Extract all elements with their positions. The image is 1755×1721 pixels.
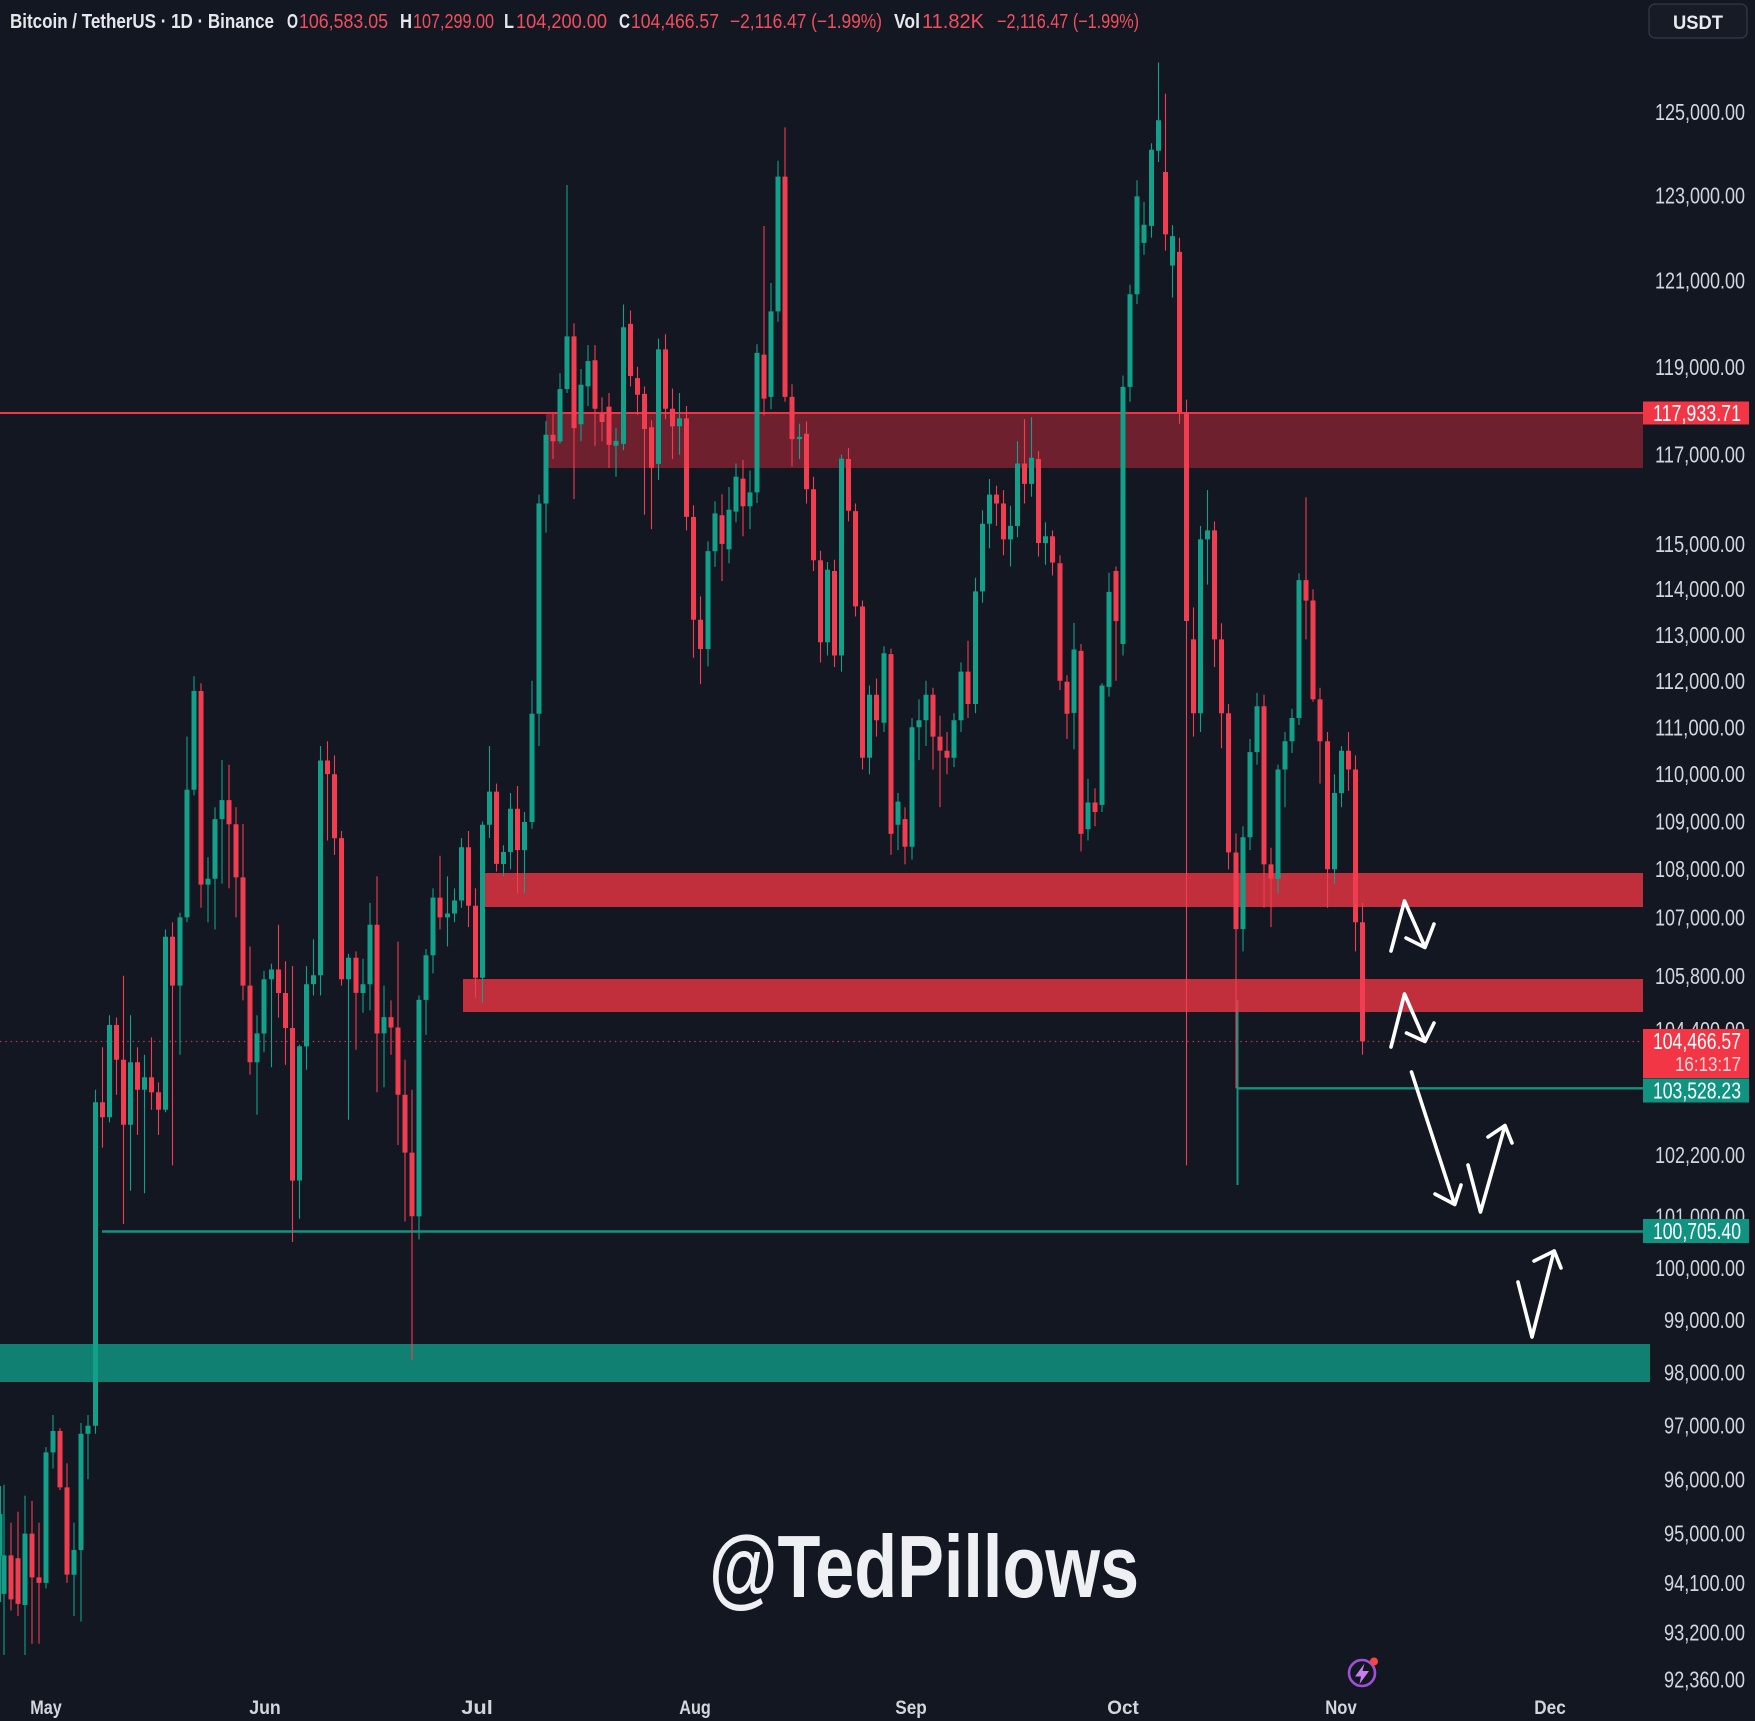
svg-text:125,000.00: 125,000.00 xyxy=(1655,99,1745,125)
svg-text:Bitcoin / TetherUS · 1D · Bina: Bitcoin / TetherUS · 1D · Binance xyxy=(10,11,274,33)
svg-text:92,360.00: 92,360.00 xyxy=(1664,1667,1745,1693)
svg-text:102,200.00: 102,200.00 xyxy=(1655,1142,1745,1168)
svg-text:Nov: Nov xyxy=(1325,1698,1357,1719)
svg-text:L: L xyxy=(504,11,514,33)
svg-text:111,000.00: 111,000.00 xyxy=(1655,714,1745,740)
svg-text:97,000.00: 97,000.00 xyxy=(1664,1413,1745,1439)
svg-text:USDT: USDT xyxy=(1673,13,1723,34)
svg-text:123,000.00: 123,000.00 xyxy=(1655,183,1745,209)
svg-text:94,100.00: 94,100.00 xyxy=(1664,1570,1745,1596)
svg-text:106,583.05: 106,583.05 xyxy=(299,11,388,33)
svg-text:C: C xyxy=(619,11,630,33)
svg-text:99,000.00: 99,000.00 xyxy=(1664,1307,1745,1333)
svg-text:121,000.00: 121,000.00 xyxy=(1655,268,1745,294)
svg-text:107,299.00: 107,299.00 xyxy=(413,11,494,33)
svg-text:Dec: Dec xyxy=(1534,1698,1566,1719)
svg-text:May: May xyxy=(30,1698,62,1719)
svg-text:103,528.23: 103,528.23 xyxy=(1653,1078,1741,1104)
svg-text:Aug: Aug xyxy=(679,1698,711,1719)
svg-text:109,000.00: 109,000.00 xyxy=(1655,809,1745,835)
svg-text:107,000.00: 107,000.00 xyxy=(1655,904,1745,930)
svg-text:Vol: Vol xyxy=(894,11,920,33)
svg-text:96,000.00: 96,000.00 xyxy=(1664,1466,1745,1492)
svg-text:−2,116.47 (−1.99%): −2,116.47 (−1.99%) xyxy=(997,11,1139,33)
svg-text:93,200.00: 93,200.00 xyxy=(1664,1620,1745,1646)
svg-text:11.82K: 11.82K xyxy=(922,11,985,33)
svg-text:95,000.00: 95,000.00 xyxy=(1664,1521,1745,1547)
svg-text:117,933.71: 117,933.71 xyxy=(1653,400,1741,426)
svg-text:98,000.00: 98,000.00 xyxy=(1664,1360,1745,1386)
svg-text:Jul: Jul xyxy=(461,1698,493,1719)
svg-text:100,000.00: 100,000.00 xyxy=(1655,1255,1745,1281)
svg-text:Oct: Oct xyxy=(1107,1698,1139,1719)
svg-text:O: O xyxy=(287,11,298,33)
svg-text:H: H xyxy=(400,11,412,33)
svg-text:114,000.00: 114,000.00 xyxy=(1655,576,1745,602)
svg-text:104,466.57: 104,466.57 xyxy=(1653,1028,1741,1054)
svg-text:105,800.00: 105,800.00 xyxy=(1655,963,1745,989)
svg-text:110,000.00: 110,000.00 xyxy=(1655,761,1745,787)
svg-text:100,705.40: 100,705.40 xyxy=(1653,1218,1741,1244)
svg-text:113,000.00: 113,000.00 xyxy=(1655,622,1745,648)
svg-text:16:13:17: 16:13:17 xyxy=(1675,1054,1741,1076)
svg-text:108,000.00: 108,000.00 xyxy=(1655,856,1745,882)
svg-text:−2,116.47 (−1.99%): −2,116.47 (−1.99%) xyxy=(730,11,882,33)
svg-text:112,000.00: 112,000.00 xyxy=(1655,668,1745,694)
svg-text:119,000.00: 119,000.00 xyxy=(1655,354,1745,380)
svg-text:Sep: Sep xyxy=(895,1698,927,1719)
svg-text:117,000.00: 117,000.00 xyxy=(1655,442,1745,468)
svg-text:104,466.57: 104,466.57 xyxy=(631,11,719,33)
svg-text:Jun: Jun xyxy=(249,1698,281,1719)
svg-text:115,000.00: 115,000.00 xyxy=(1655,531,1745,557)
svg-text:@TedPillows: @TedPillows xyxy=(709,1517,1139,1616)
svg-text:104,200.00: 104,200.00 xyxy=(516,11,607,33)
